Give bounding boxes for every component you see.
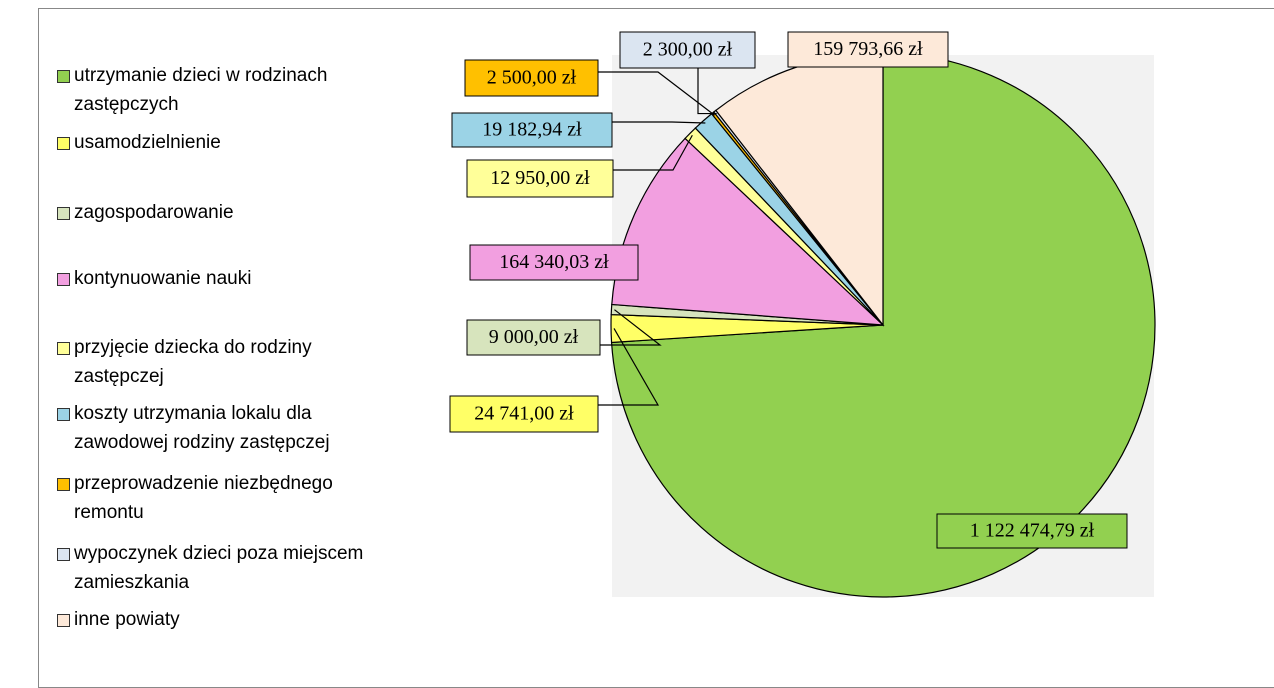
legend-label: inne powiaty: [74, 609, 180, 630]
leader-line: [612, 121, 706, 124]
legend-item: przeprowadzenie niezbędnego remontu: [57, 469, 417, 527]
legend-swatch: [57, 478, 70, 491]
legend-item: utrzymanie dzieci w rodzinach zastępczyc…: [57, 61, 417, 119]
data-label: 9 000,00 zł: [489, 326, 579, 348]
data-label: 1 122 474,79 zł: [970, 520, 1095, 542]
legend-swatch: [57, 548, 70, 561]
leader-line: [598, 71, 715, 116]
data-label: 159 793,66 zł: [813, 38, 923, 60]
data-label-box: [619, 31, 756, 69]
leader-line: [598, 328, 660, 406]
pie-slice: [611, 137, 885, 326]
legend-label: przyjęcie dziecka do rodziny zastępczej: [74, 337, 312, 387]
legend-swatch: [57, 207, 70, 220]
leader-line: [600, 309, 662, 346]
data-label: 164 340,03 zł: [499, 251, 609, 273]
legend-label: zagospodarowanie: [74, 202, 234, 223]
data-label: 2 300,00 zł: [643, 39, 733, 61]
legend-label: utrzymanie dzieci w rodzinach zastępczyc…: [74, 65, 328, 115]
data-label-box: [451, 112, 613, 148]
legend-item: zagospodarowanie: [57, 198, 417, 227]
legend-swatch: [57, 408, 70, 421]
legend-label: kontynuowanie nauki: [74, 268, 252, 289]
data-label-box: [787, 31, 949, 68]
legend-label: przeprowadzenie niezbędnego remontu: [74, 473, 333, 523]
data-label-box: [936, 513, 1128, 549]
legend-swatch: [57, 614, 70, 627]
legend-swatch: [57, 342, 70, 355]
legend-swatch: [57, 70, 70, 83]
data-label-box: [466, 319, 601, 356]
leader-line: [697, 68, 717, 115]
leader-line: [613, 134, 693, 171]
legend-swatch: [57, 273, 70, 286]
data-label-box: [464, 59, 599, 97]
data-label-box: [469, 244, 639, 281]
data-label-box: [466, 159, 614, 198]
legend-item: wypoczynek dzieci poza miejscem zamieszk…: [57, 539, 417, 597]
legend-item: przyjęcie dziecka do rodziny zastępczej: [57, 333, 417, 391]
data-label: 24 741,00 zł: [474, 403, 574, 425]
data-label-box: [449, 395, 599, 433]
legend-swatch: [57, 137, 70, 150]
data-label: 2 500,00 zł: [487, 67, 577, 89]
data-label: 19 182,94 zł: [482, 119, 582, 141]
legend-label: usamodzielnienie: [74, 132, 221, 153]
legend-item: inne powiaty: [57, 605, 417, 634]
legend-item: usamodzielnienie: [57, 128, 417, 157]
legend-label: koszty utrzymania lokalu dla zawodowej r…: [74, 403, 330, 453]
legend-item: koszty utrzymania lokalu dla zawodowej r…: [57, 399, 417, 457]
legend-item: kontynuowanie nauki: [57, 264, 417, 293]
data-label: 12 950,00 zł: [490, 167, 590, 189]
legend-label: wypoczynek dzieci poza miejscem zamieszk…: [74, 543, 364, 593]
